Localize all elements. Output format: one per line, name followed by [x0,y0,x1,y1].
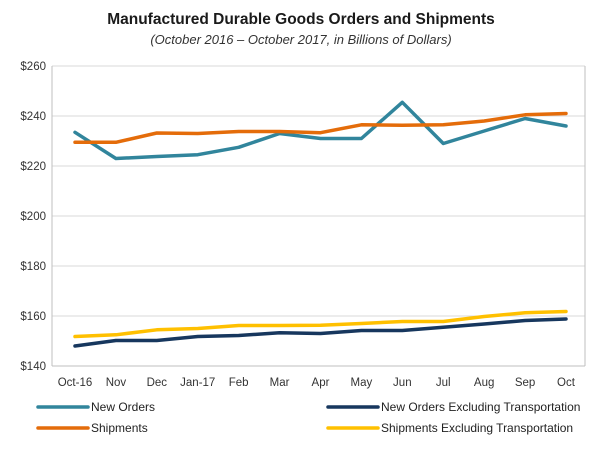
x-tick-label: Mar [270,377,290,389]
chart-subtitle: (October 2016 – October 2017, in Billion… [150,32,451,47]
y-tick-label: $200 [20,211,46,223]
x-tick-label: Apr [312,377,330,389]
y-tick-label: $240 [20,111,46,123]
axes: $140 $160 $180 $200 $220 $240 $260 Oct-16 Nov Dec… [20,61,586,389]
x-tick-label: Oct [557,377,576,389]
y-tick-label: $220 [20,161,46,173]
legend: New Orders New Orders Excluding Transport… [36,400,580,435]
legend-label-new-orders: New Orders [91,400,155,414]
series-lines [73,100,568,348]
legend-label-shipments-excluding-transportation: Shipments Excluding Transportation [381,421,573,435]
x-tick-label: Jun [393,377,412,389]
x-tick-label: Dec [147,377,168,389]
legend-label-new-orders-excluding-transportation: New Orders Excluding Transportation [381,400,580,414]
legend-label-shipments: Shipments [91,421,148,435]
y-tick-label: $180 [20,261,46,273]
x-tick-label: Sep [515,377,535,389]
y-tick-label: $160 [20,311,46,323]
x-tick-label: Feb [229,377,249,389]
x-tick-label: Aug [474,377,494,389]
series-line-shipments [73,111,568,145]
x-tick-label: Jul [436,377,451,389]
series-line-shipments-excluding-transportation [73,309,568,339]
x-tick-label: Oct-16 [58,377,93,389]
series-line-new-orders [73,100,568,161]
y-tick-label: $260 [20,61,46,73]
series-line-new-orders-excluding-transportation [73,317,568,348]
x-tick-label: May [351,377,373,389]
x-tick-label: Jan-17 [180,377,215,389]
y-tick-label: $140 [20,361,46,373]
x-tick-label: Nov [106,377,127,389]
chart-title: Manufactured Durable Goods Orders and Sh… [107,11,495,28]
gridlines [52,65,585,367]
